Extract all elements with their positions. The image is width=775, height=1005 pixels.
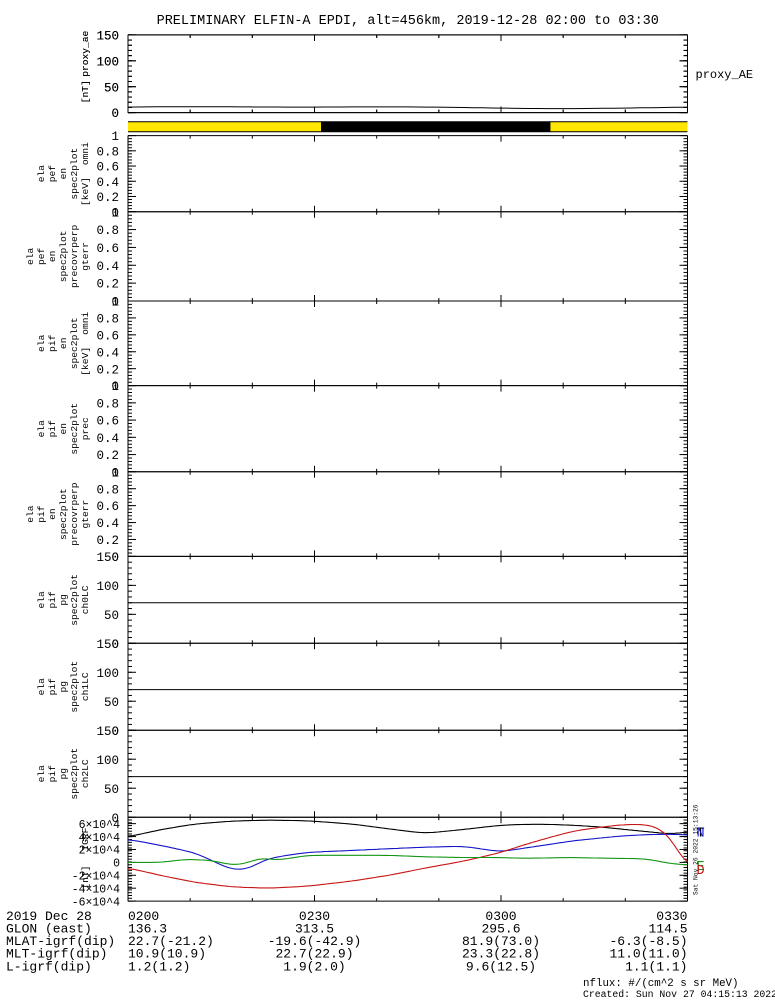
svg-text:0.2: 0.2: [96, 363, 119, 377]
svg-text:0.4: 0.4: [96, 517, 119, 531]
svg-text:spec2plot: spec2plot: [69, 148, 80, 200]
svg-text:ela: ela: [25, 505, 36, 523]
svg-text:en: en: [58, 423, 69, 435]
svg-text:-2×10^4: -2×10^4: [72, 870, 120, 883]
svg-text:0.4: 0.4: [96, 432, 119, 446]
svg-text:en: en: [58, 338, 69, 350]
svg-text:pif: pif: [47, 678, 58, 696]
svg-text:pg: pg: [58, 594, 69, 606]
svg-text:pif: pif: [36, 505, 47, 523]
svg-text:50: 50: [104, 81, 119, 95]
svg-text:9.6(12.5): 9.6(12.5): [466, 959, 536, 974]
svg-text:spec2plot: spec2plot: [69, 661, 80, 713]
svg-text:0.6: 0.6: [96, 329, 119, 343]
svg-text:0.6: 0.6: [96, 161, 119, 175]
svg-text:pg: pg: [58, 768, 69, 780]
svg-text:0.4: 0.4: [96, 176, 119, 190]
svg-text:L-igrf(dip): L-igrf(dip): [6, 959, 92, 974]
svg-text:-4×10^4: -4×10^4: [72, 883, 120, 896]
svg-text:1: 1: [111, 296, 119, 310]
svg-text:0.2: 0.2: [96, 278, 119, 292]
svg-text:[keV]: [keV]: [80, 177, 91, 206]
svg-text:150: 150: [96, 30, 119, 44]
svg-text:-6×10^4: -6×10^4: [72, 896, 120, 909]
svg-text:0.8: 0.8: [96, 397, 119, 411]
svg-text:spec2plot: spec2plot: [69, 317, 80, 369]
svg-text:IGRF: IGRF: [80, 827, 91, 850]
svg-text:1: 1: [111, 206, 119, 220]
svg-text:0.8: 0.8: [96, 224, 119, 238]
svg-text:150: 150: [96, 725, 119, 739]
svg-text:1: 1: [111, 130, 119, 144]
svg-text:0.2: 0.2: [96, 191, 119, 205]
svg-text:ela: ela: [36, 591, 47, 609]
svg-text:150: 150: [96, 551, 119, 565]
svg-text:en: en: [58, 168, 69, 180]
svg-text:100: 100: [96, 667, 119, 681]
svg-text:ch2LC: ch2LC: [80, 759, 91, 788]
svg-text:0: 0: [111, 107, 119, 121]
svg-text:50: 50: [104, 609, 119, 623]
svg-text:0.6: 0.6: [96, 242, 119, 256]
svg-text:pef: pef: [47, 165, 58, 183]
svg-text:ela: ela: [36, 678, 47, 696]
svg-text:0.2: 0.2: [96, 449, 119, 463]
svg-text:0.8: 0.8: [96, 313, 119, 327]
svg-text:100: 100: [96, 55, 119, 69]
svg-text:0.6: 0.6: [96, 415, 119, 429]
svg-text:pif: pif: [47, 334, 58, 352]
svg-text:proxy_AE: proxy_AE: [696, 68, 754, 82]
svg-text:0.4: 0.4: [96, 260, 119, 274]
svg-text:100: 100: [96, 754, 119, 768]
svg-text:omni: omni: [80, 312, 91, 335]
svg-text:1.2(1.2): 1.2(1.2): [128, 959, 190, 974]
svg-text:Created: Sun Nov 27 04:15:13 2: Created: Sun Nov 27 04:15:13 2022: [583, 989, 775, 1000]
svg-text:ch0LC: ch0LC: [80, 585, 91, 614]
svg-text:1: 1: [111, 380, 119, 394]
svg-text:50: 50: [104, 783, 119, 797]
svg-text:0.2: 0.2: [96, 534, 119, 548]
svg-text:100: 100: [96, 580, 119, 594]
svg-text:omni: omni: [80, 142, 91, 165]
svg-text:en: en: [47, 251, 58, 263]
svg-text:spec2plot: spec2plot: [69, 574, 80, 626]
svg-text:1.1(1.1): 1.1(1.1): [625, 959, 687, 974]
svg-text:precovrperp: precovrperp: [69, 482, 80, 546]
svg-text:50: 50: [104, 696, 119, 710]
svg-text:ch1LC: ch1LC: [80, 672, 91, 701]
svg-text:en: en: [47, 508, 58, 520]
svg-text:spec2plot: spec2plot: [58, 230, 69, 282]
svg-text:ela: ela: [36, 765, 47, 783]
svg-text:Sat Nov 26 2022 15:13:26: Sat Nov 26 2022 15:13:26: [693, 804, 700, 895]
svg-text:pef: pef: [36, 247, 47, 265]
svg-text:PRELIMINARY ELFIN-A EPDI, alt=: PRELIMINARY ELFIN-A EPDI, alt=456km, 201…: [157, 14, 659, 29]
svg-text:spec2plot: spec2plot: [69, 403, 80, 455]
svg-text:1: 1: [111, 466, 119, 480]
svg-text:ela: ela: [36, 420, 47, 438]
svg-text:gterr: gterr: [80, 242, 91, 271]
svg-text:spec2plot: spec2plot: [58, 488, 69, 540]
svg-text:prec: prec: [80, 417, 91, 440]
svg-text:0.8: 0.8: [96, 145, 119, 159]
svg-text:ela: ela: [36, 334, 47, 352]
svg-text:ela: ela: [25, 247, 36, 265]
svg-text:gterr: gterr: [80, 500, 91, 529]
svg-text:pif: pif: [47, 765, 58, 783]
svg-text:ela: ela: [36, 165, 47, 183]
svg-text:0.8: 0.8: [96, 483, 119, 497]
svg-text:0.6: 0.6: [96, 500, 119, 514]
svg-text:1.9(2.0): 1.9(2.0): [283, 959, 345, 974]
svg-text:150: 150: [96, 638, 119, 652]
svg-text:pif: pif: [47, 420, 58, 438]
svg-text:proxy_ae: proxy_ae: [80, 30, 91, 76]
svg-text:0: 0: [113, 858, 120, 871]
svg-text:[nT]: [nT]: [80, 866, 91, 889]
svg-text:0.4: 0.4: [96, 346, 119, 360]
svg-text:[keV]: [keV]: [80, 347, 91, 376]
svg-text:spec2plot: spec2plot: [69, 748, 80, 800]
svg-text:[nT]: [nT]: [80, 80, 91, 103]
svg-text:precovrperp: precovrperp: [69, 224, 80, 288]
svg-text:pif: pif: [47, 591, 58, 609]
svg-text:pg: pg: [58, 681, 69, 693]
